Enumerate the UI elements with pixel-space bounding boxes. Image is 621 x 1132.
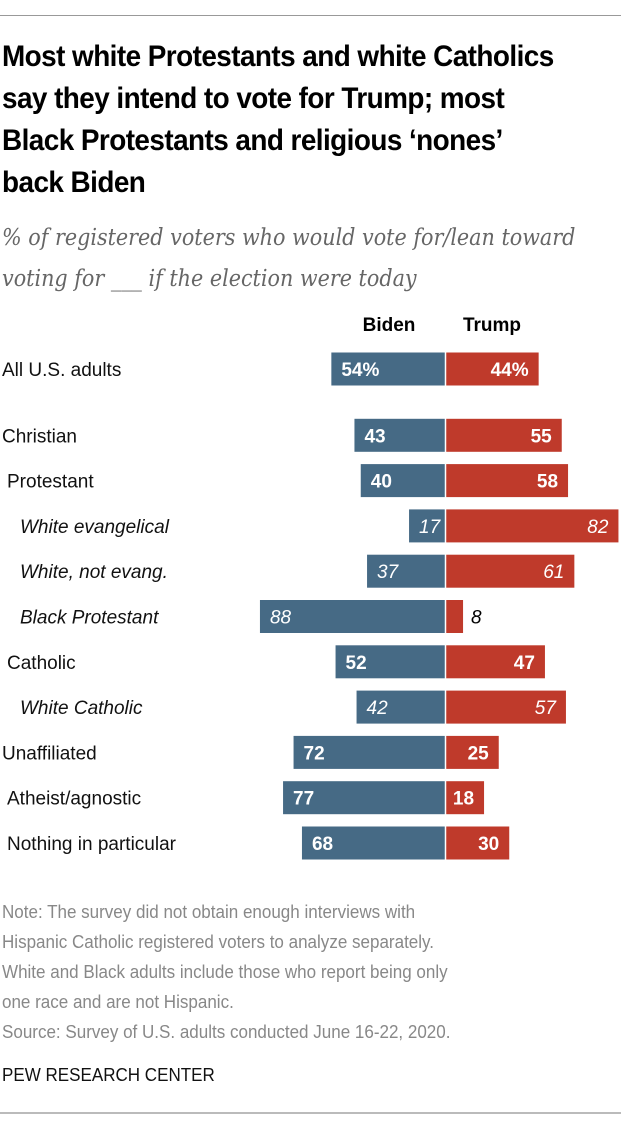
label-biden: 72 — [304, 743, 325, 764]
label-biden: 68 — [312, 834, 333, 855]
bar-biden — [335, 645, 445, 679]
bar-biden — [367, 554, 445, 588]
label-biden: 54% — [341, 360, 379, 381]
bar-trump — [446, 600, 464, 633]
bar-biden — [409, 509, 445, 543]
bar-trump — [446, 645, 545, 679]
note-line: White and Black adults include those who… — [2, 961, 448, 982]
category-label: Christian — [2, 426, 77, 447]
row-white-catholic: White Catholic 42 57 — [20, 690, 566, 724]
chart-title: Most white Protestants and white Catholi… — [2, 40, 554, 199]
notes: Note: The survey did not obtain enough i… — [2, 897, 582, 1047]
label-biden: 17 — [419, 517, 442, 538]
label-trump: 82 — [587, 517, 609, 538]
category-label: Catholic — [7, 653, 76, 674]
label-trump: 44% — [491, 360, 529, 381]
bottom-rule — [0, 1112, 621, 1114]
legend-biden: Biden — [363, 315, 416, 336]
row-catholic: Catholic 52 47 — [7, 645, 545, 679]
row-white-not-evang-: White, not evang. 37 61 — [20, 554, 575, 588]
bar-trump — [446, 781, 485, 815]
label-trump: 47 — [514, 653, 535, 674]
bar-trump — [446, 735, 499, 769]
bar-biden — [259, 600, 445, 633]
credit: PEW RESEARCH CENTER — [2, 1064, 215, 1085]
label-trump: 8 — [471, 608, 482, 629]
bar-biden — [301, 826, 445, 860]
row-all-u-s-adults: All U.S. adults 54% 44% — [2, 352, 539, 386]
row-nothing-in-particular: Nothing in particular 68 30 — [7, 826, 510, 860]
bar-biden — [356, 690, 445, 724]
bar-biden — [354, 418, 445, 452]
row-christian: Christian 43 55 — [2, 418, 562, 452]
bar-biden — [360, 464, 445, 498]
bar-biden — [293, 735, 445, 769]
label-biden: 52 — [346, 653, 367, 674]
row-white-evangelical: White evangelical 17 82 — [20, 509, 619, 543]
category-label: White evangelical — [20, 517, 170, 538]
row-unaffiliated: Unaffiliated 72 25 — [2, 735, 499, 769]
chart-subtitle: % of registered voters who would vote fo… — [2, 225, 576, 292]
bar-trump — [446, 826, 510, 860]
category-label: Black Protestant — [20, 608, 159, 629]
legend-trump: Trump — [463, 315, 521, 336]
row-protestant: Protestant 40 58 — [7, 464, 569, 498]
label-biden: 42 — [367, 698, 389, 719]
bar-trump — [446, 464, 569, 498]
label-trump: 61 — [543, 562, 564, 583]
note-line: one race and are not Hispanic. — [2, 991, 234, 1012]
label-biden: 88 — [270, 608, 292, 629]
label-trump: 55 — [531, 426, 553, 447]
category-label: Protestant — [7, 472, 94, 493]
bar-trump — [446, 352, 539, 386]
category-label: Unaffiliated — [2, 743, 97, 764]
label-biden: 43 — [364, 426, 385, 447]
bar-trump — [446, 509, 619, 543]
bar-biden — [331, 352, 445, 386]
label-trump: 30 — [478, 834, 499, 855]
row-atheist-agnostic: Atheist/agnostic 77 18 — [7, 781, 485, 815]
label-biden: 77 — [293, 789, 314, 810]
label-trump: 58 — [537, 472, 558, 493]
bar-trump — [446, 690, 566, 724]
bar-trump — [446, 418, 562, 452]
category-label: Nothing in particular — [7, 834, 177, 855]
label-trump: 18 — [453, 789, 474, 810]
label-trump: 25 — [468, 743, 490, 764]
category-label: All U.S. adults — [2, 360, 121, 381]
note-line: Note: The survey did not obtain enough i… — [2, 901, 416, 922]
category-label: White, not evang. — [20, 562, 168, 583]
category-label: White Catholic — [20, 698, 143, 719]
category-label: Atheist/agnostic — [7, 789, 141, 810]
note-line: Hispanic Catholic registered voters to a… — [2, 931, 435, 952]
bar-biden — [283, 781, 445, 815]
source-line: Source: Survey of U.S. adults conducted … — [2, 1021, 451, 1042]
label-biden: 37 — [377, 562, 400, 583]
label-trump: 57 — [535, 698, 558, 719]
row-black-protestant: Black Protestant 88 8 — [20, 600, 482, 633]
bar-trump — [446, 554, 575, 588]
label-biden: 40 — [371, 472, 392, 493]
top-rule — [0, 15, 621, 16]
